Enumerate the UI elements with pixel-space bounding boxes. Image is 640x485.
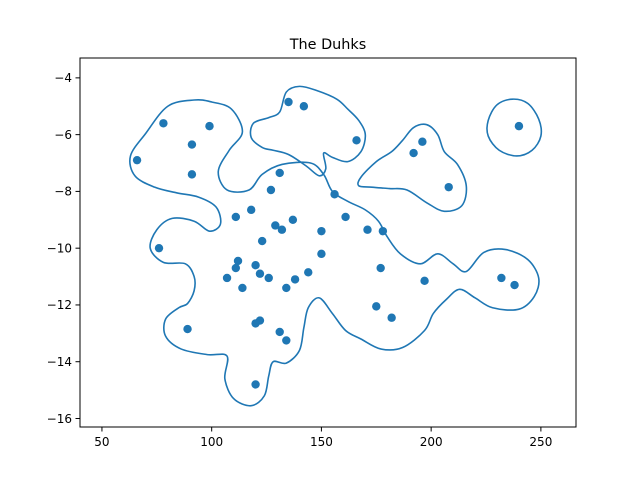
scatter-point-40 [238, 283, 247, 293]
x-tick-label: 250 [529, 435, 552, 449]
y-tick-label: −14 [47, 355, 72, 369]
scatter-point-10 [409, 148, 418, 158]
contour-line-1 [129, 99, 540, 407]
scatter-point-12 [514, 121, 524, 131]
scatter-point-35 [264, 273, 273, 283]
scatter-point-37 [420, 276, 429, 286]
contour-line-2 [249, 85, 367, 177]
chart-title: The Duhks [289, 37, 367, 53]
scatter-point-29 [251, 261, 260, 270]
scatter-point-16 [246, 205, 256, 215]
x-tick-label: 200 [420, 435, 443, 449]
scatter-point-38 [497, 273, 506, 283]
scatter-point-49 [251, 380, 260, 389]
scatter-point-9 [418, 137, 427, 146]
scatter-point-2 [132, 155, 142, 165]
scatter-point-19 [341, 212, 350, 222]
scatter-point-18 [288, 215, 298, 224]
y-tick-label: −4 [54, 71, 72, 85]
scatter-point-6 [284, 97, 293, 107]
scatter-point-48 [282, 336, 291, 345]
scatter-point-17 [231, 212, 241, 222]
scatter-point-36 [290, 275, 300, 284]
x-tick-label: 50 [94, 435, 109, 449]
x-tick-label: 150 [310, 435, 333, 449]
axes: 50 100 150 200 250 −16 −14 −12 −10 −8 −6 −4 [47, 57, 577, 449]
scatter-point-13 [275, 168, 284, 178]
scatter-point-20 [271, 221, 280, 230]
y-tick-label: −10 [47, 241, 72, 255]
scatter-point-8 [352, 136, 361, 145]
scatter-point-39 [510, 280, 519, 290]
scatter-point-31 [376, 263, 385, 273]
scatter-point-23 [363, 225, 372, 234]
scatter-point-15 [330, 190, 339, 199]
scatter-point-24 [378, 226, 388, 236]
y-tick-label: −12 [47, 298, 72, 312]
scatter-point-41 [282, 283, 291, 293]
scatter-point-11 [444, 182, 453, 192]
scatter-point-33 [255, 269, 265, 278]
scatter-point-45 [251, 319, 260, 328]
scatter-points [132, 97, 524, 389]
y-tick-label: −8 [54, 185, 72, 199]
scatter-point-4 [205, 121, 214, 131]
contour-line-4 [486, 98, 543, 157]
scatter-point-27 [317, 249, 326, 259]
x-tick-label: 100 [200, 435, 223, 449]
scatter-point-3 [187, 140, 197, 149]
scatter-point-26 [154, 243, 164, 253]
scatter-point-47 [275, 327, 284, 337]
contour-line-3 [357, 123, 468, 213]
plot-frame [79, 57, 577, 428]
scatter-point-28 [233, 256, 243, 266]
scatter-point-46 [183, 324, 192, 334]
scatter-point-42 [372, 302, 381, 311]
scatter-point-34 [222, 273, 232, 283]
scatter-point-7 [299, 102, 309, 111]
scatter-point-25 [257, 236, 267, 246]
scatter-point-43 [387, 313, 396, 322]
scatter-point-14 [266, 185, 276, 195]
scatter-point-30 [231, 263, 241, 273]
y-tick-label: −6 [54, 128, 72, 142]
contour-layer [129, 85, 543, 407]
scatter-point-1 [159, 119, 168, 128]
scatter-point-22 [317, 226, 326, 236]
scatter-point-5 [187, 170, 197, 179]
scatter-point-21 [277, 225, 287, 234]
scatter-point-32 [304, 268, 313, 277]
y-tick-label: −16 [47, 412, 72, 426]
